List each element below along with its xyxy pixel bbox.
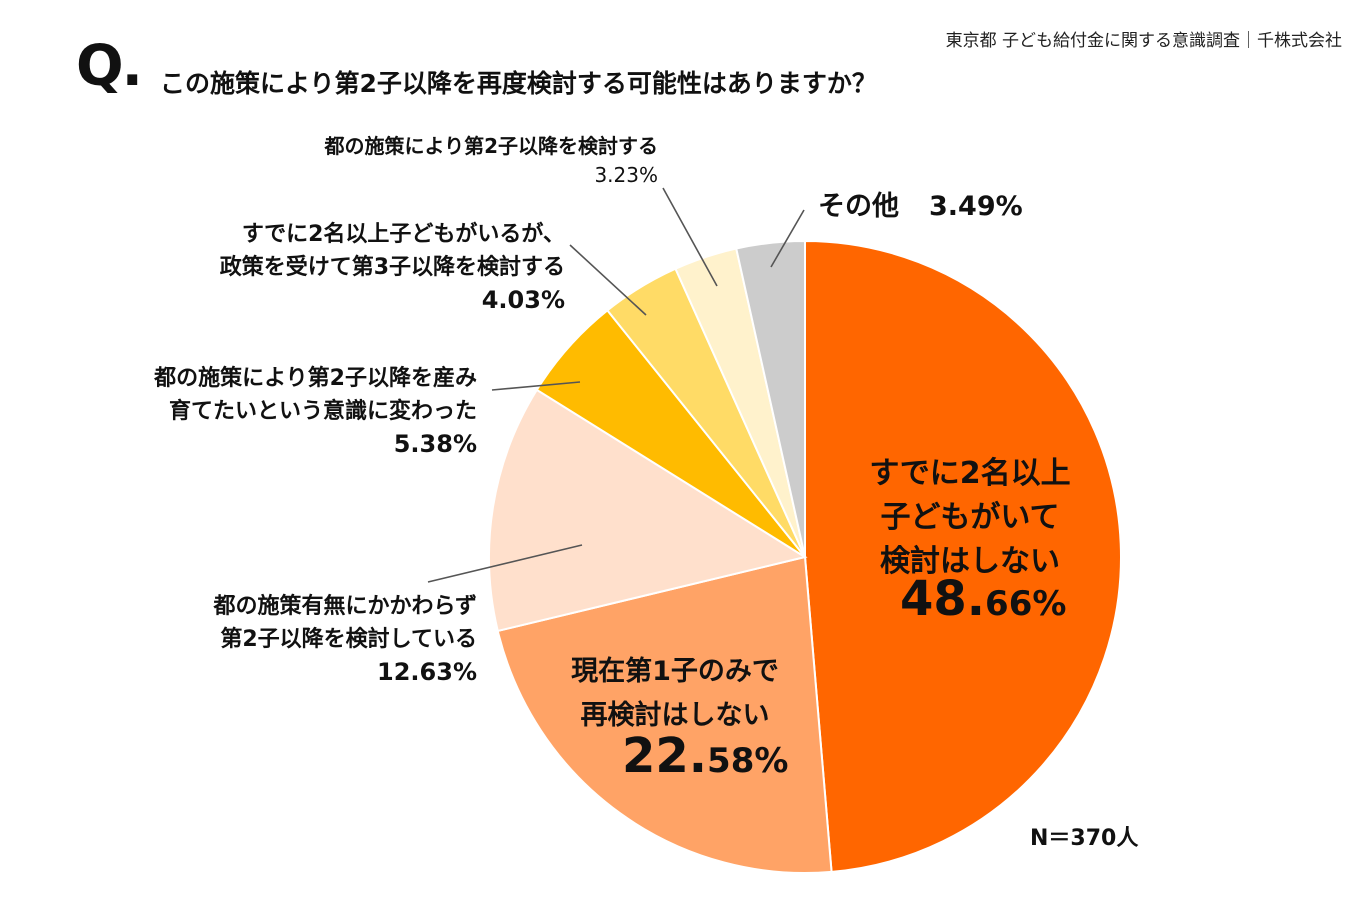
leader-line-second-child (662, 187, 718, 287)
slice-label-mindset: 都の施策により第2子以降を産み 育てたいという意識に変わった 5.38% (154, 366, 477, 458)
slice-pct-first-child: 22.58% (622, 728, 789, 784)
slice-label-other: その他 3.49% (818, 191, 1023, 222)
slice-label-second-child: 都の施策により第2子以降を検討する 3.23% (324, 134, 658, 187)
leader-line-other (770, 209, 805, 268)
pie-slice-2 (488, 388, 808, 633)
pie-slice-1 (496, 555, 833, 874)
slice-label-third-child: すでに2名以上子どもがいるが、 政策を受けて第3子以降を検討する 4.03% (219, 222, 565, 314)
leader-line-third-child (569, 244, 647, 316)
pie-slice-0 (804, 239, 1123, 873)
sample-size: N＝370人 (1030, 826, 1139, 851)
slice-label-large: すでに2名以上 子どもがいて 検討はしない (869, 456, 1071, 579)
leader-line-regardless (427, 544, 583, 583)
leader-line-mindset (491, 381, 581, 391)
slice-pct-large: 48.66% (900, 571, 1067, 627)
question-mark: Q. (76, 34, 143, 99)
question-title: この施策により第2子以降を再度検討する可能性はありますか？ (160, 69, 877, 98)
slice-label-regardless: 都の施策有無にかかわらず 第2子以降を検討している 12.63% (213, 594, 477, 686)
pie-slice-6 (735, 239, 806, 558)
source-caption: 東京都 子ども給付金に関する意識調査｜千株式会社 (945, 31, 1342, 51)
slice-label-first-child: 現在第1子のみで 再検討はしない (571, 656, 779, 731)
